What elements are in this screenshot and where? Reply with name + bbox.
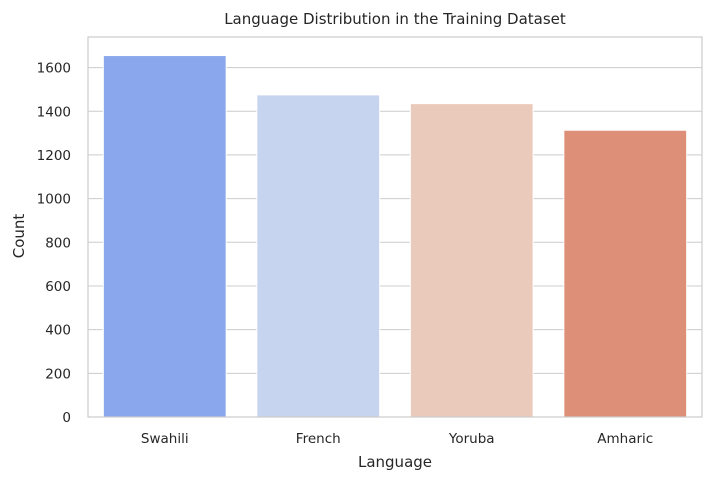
y-tick-label: 1600 (37, 61, 71, 77)
plot-frame (87, 36, 703, 418)
bars (102, 55, 688, 418)
x-tick-label: Amharic (597, 431, 653, 447)
y-tick-label: 600 (45, 279, 71, 295)
x-tick-label: French (296, 431, 341, 447)
y-tick-label: 0 (62, 410, 71, 426)
bar-yoruba (409, 103, 534, 418)
y-tick-label: 1000 (37, 192, 71, 208)
y-tick-label: 400 (45, 323, 71, 339)
bar-amharic (563, 129, 688, 418)
x-axis-label: Language (358, 453, 432, 471)
y-tick-label: 200 (45, 366, 71, 382)
y-tick-label: 800 (45, 235, 71, 251)
y-axis-label: Count (10, 214, 28, 259)
bar-swahili (102, 55, 227, 418)
y-tick-label: 1200 (37, 148, 71, 164)
y-axis-ticks: 0 200 400 600 800 1000 1200 1400 1600 (37, 61, 71, 426)
chart-title: Language Distribution in the Training Da… (224, 10, 566, 28)
x-axis-ticks: Swahili French Yoruba Amharic (141, 431, 653, 447)
x-tick-label: Swahili (141, 431, 189, 447)
y-tick-label: 1400 (37, 104, 71, 120)
x-tick-label: Yoruba (448, 431, 495, 447)
bar-french (256, 94, 381, 418)
